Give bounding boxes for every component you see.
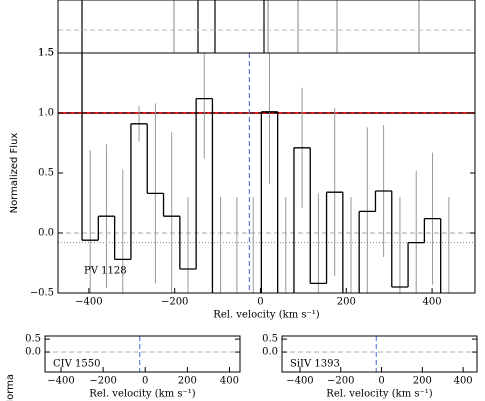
x-tick-label: 0 — [378, 376, 384, 387]
plot-area — [282, 336, 477, 372]
y-tick-label: 0.0 — [38, 228, 54, 239]
x-tick-label: 200 — [413, 376, 432, 387]
top-panel-decor — [58, 0, 475, 53]
axes-frame — [57, 0, 476, 54]
axes-frame — [44, 335, 241, 373]
plot-area — [45, 336, 240, 372]
x-tick-label: 0 — [257, 297, 263, 308]
panel-label: CIV 1550 — [53, 359, 100, 370]
x-tick-label: 400 — [423, 297, 442, 308]
x-tick-label: −400 — [286, 376, 313, 387]
plot-area — [58, 53, 475, 293]
x-tick-label: −200 — [327, 376, 354, 387]
x-axis-label: Rel. velocity (km s⁻¹) — [213, 310, 319, 321]
panel-label: SiIV 1393 — [290, 359, 340, 370]
x-tick-label: −200 — [89, 376, 116, 387]
y-tick-label: 0.5 — [38, 168, 54, 179]
axes-frame — [57, 52, 476, 294]
y-axis-label: Normalized Flux — [9, 133, 20, 214]
x-axis-label: Rel. velocity (km s⁻¹) — [89, 389, 195, 400]
x-tick-label: −400 — [47, 376, 74, 387]
x-tick-label: 200 — [337, 297, 356, 308]
x-axis-label: Rel. velocity (km s⁻¹) — [326, 389, 432, 400]
x-tick-label: −200 — [161, 297, 188, 308]
y-tick-label: 1.0 — [38, 108, 54, 119]
x-tick-label: 0 — [142, 376, 148, 387]
axes-frame — [281, 335, 478, 373]
x-tick-label: 200 — [178, 376, 197, 387]
y-tick-label: 1.5 — [38, 48, 54, 59]
y-tick-label: 0.0 — [25, 347, 41, 358]
y-tick-label: 0.5 — [262, 334, 278, 345]
y-tick-label: −0.5 — [30, 288, 54, 299]
y-tick-label: 0.5 — [25, 334, 41, 345]
y-tick-label: 0.0 — [262, 347, 278, 358]
x-tick-label: 400 — [220, 376, 239, 387]
y-axis-label: Norma — [5, 374, 16, 401]
x-tick-label: −400 — [75, 297, 102, 308]
y-tick-label: 1.5 — [38, 48, 54, 59]
x-tick-label: 400 — [454, 376, 473, 387]
panel-label: PV 1128 — [84, 266, 127, 277]
